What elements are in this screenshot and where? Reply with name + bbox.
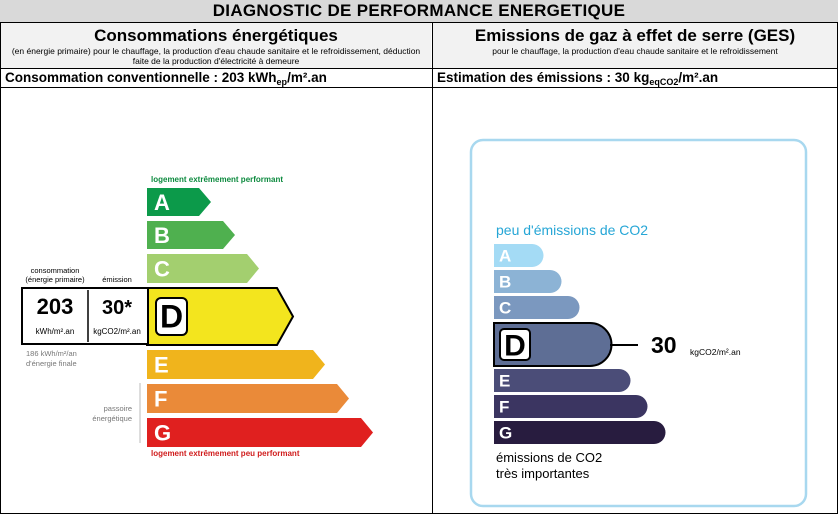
energy-bar-g: [147, 418, 373, 447]
energy-bottom-label: logement extrêmement peu performant: [151, 449, 300, 458]
indicator-emission-unit: kgCO2/m².an: [93, 327, 141, 336]
energy-current-class-badge: [155, 297, 188, 336]
side-note-line-1: passoire: [104, 404, 132, 413]
ges-header: Emissions de gaz à effet de serre (GES) …: [433, 23, 837, 68]
estimation-suffix: /m².an: [678, 70, 719, 85]
side-note-line-2: énergétique: [92, 414, 132, 423]
ges-value: 30: [651, 332, 677, 358]
indicator-consumption-label-2: (énergie primaire): [25, 275, 85, 284]
consumption-sub: ep: [276, 77, 288, 87]
energy-bar-letter-c: C: [154, 257, 170, 282]
energy-bar-letter-g: G: [154, 421, 171, 446]
ges-bar-letter-a: A: [499, 247, 511, 266]
ges-current-class-badge: [499, 328, 531, 361]
final-energy-line-2: d'énergie finale: [26, 359, 77, 368]
energy-bar-letter-f: F: [154, 387, 167, 412]
energy-consumption-line: Consommation conventionnelle : 203 kWhep…: [5, 69, 327, 87]
estimation-prefix: Estimation des émissions : 30 kg: [437, 70, 650, 85]
final-energy-line-1: 186 kWh/m²/an: [26, 349, 77, 358]
consumption-prefix: Consommation conventionnelle : 203 kWh: [5, 70, 277, 85]
header-divider: [0, 68, 838, 69]
page-title: DIAGNOSTIC DE PERFORMANCE ENERGETIQUE: [0, 0, 838, 23]
ges-bar-letter-b: B: [499, 273, 511, 292]
energy-bar-letter-a: A: [154, 190, 170, 215]
energy-top-label: logement extrêmement performant: [151, 175, 283, 184]
ges-bottom-label-2: très importantes: [496, 466, 590, 481]
energy-bar-a: [147, 188, 211, 216]
indicator-emission-label: émission: [102, 275, 132, 284]
energy-heading: Consommations énergétiques: [94, 26, 338, 45]
energy-bar-letter-b: B: [154, 223, 170, 248]
ges-bar-e: [494, 369, 631, 392]
energy-subheading: (en énergie primaire) pour le chauffage,…: [11, 46, 421, 66]
column-divider: [432, 23, 433, 514]
subheader-divider: [0, 87, 838, 88]
energy-bar-letter-e: E: [154, 353, 169, 378]
energy-header: Consommations énergétiques (en énergie p…: [1, 23, 431, 68]
ges-bar-letter-e: E: [499, 372, 510, 391]
ges-bar-letter-d: D: [504, 330, 526, 363]
ges-bottom-label-1: émissions de CO2: [496, 450, 602, 465]
ges-bar-letter-g: G: [499, 424, 512, 443]
energy-bar-c: [147, 254, 259, 283]
energy-bar-e: [147, 350, 325, 379]
indicator-emission-value: 30*: [102, 297, 132, 319]
ges-bar-letter-f: F: [499, 398, 509, 417]
ges-unit: kgCO2/m².an: [690, 347, 741, 357]
indicator-consumption-label-1: consommation: [31, 266, 80, 275]
ges-bar-g: [494, 421, 666, 444]
estimation-sub: eqCO2: [649, 77, 679, 87]
indicator-consumption-unit: kWh/m².an: [36, 327, 75, 336]
ges-bar-b: [494, 270, 562, 293]
energy-bar-letter-d: D: [160, 299, 183, 335]
energy-label-diagram: logement extrêmement performant ABCDEFG …: [21, 175, 373, 458]
ges-heading: Emissions de gaz à effet de serre (GES): [474, 26, 796, 45]
energy-bar-b: [147, 221, 235, 249]
ges-subheading: pour le chauffage, la production d'eau c…: [492, 46, 778, 56]
consumption-suffix: /m².an: [287, 70, 327, 85]
ges-bar-a: [494, 244, 544, 267]
ges-top-label: peu d'émissions de CO2: [496, 222, 648, 238]
ges-bar-letter-c: C: [499, 299, 511, 318]
indicator-consumption-value: 203: [37, 294, 74, 319]
ges-bar-c: [494, 296, 580, 319]
energy-bar-f: [147, 384, 349, 413]
ges-bar-f: [494, 395, 648, 418]
indicator-box: [21, 287, 149, 345]
ges-estimation-line: Estimation des émissions : 30 kgeqCO2/m²…: [437, 69, 718, 87]
